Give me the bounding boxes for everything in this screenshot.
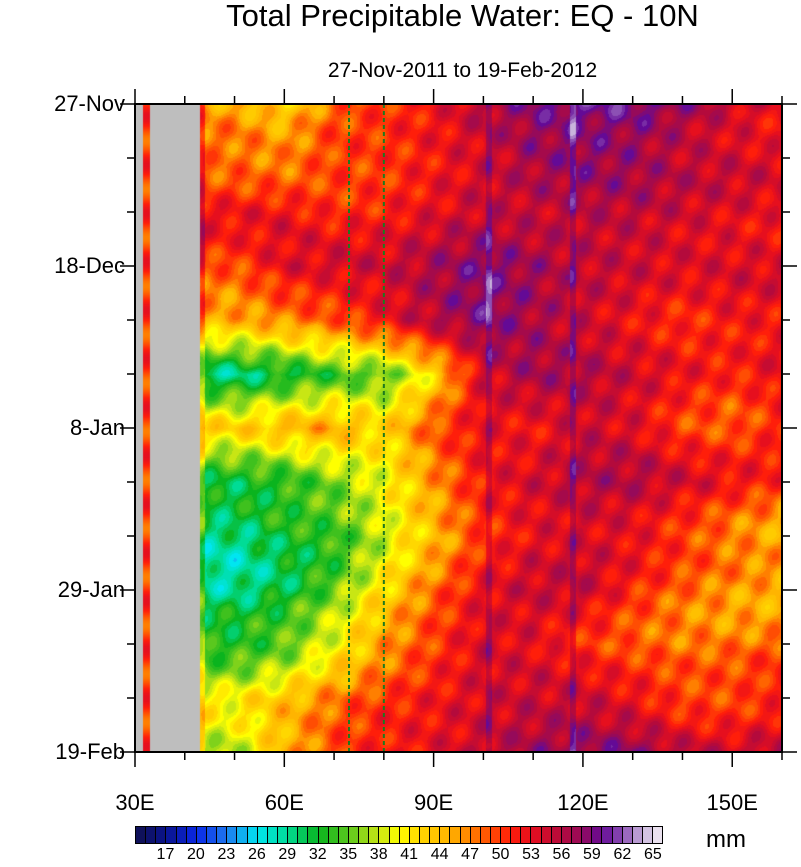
colorbar-box xyxy=(176,827,187,843)
colorbar-box xyxy=(582,827,593,843)
units-label: mm xyxy=(706,826,746,853)
colorbar-box xyxy=(622,827,633,843)
colorbar-label: 29 xyxy=(278,846,297,863)
colorbar-box xyxy=(196,827,207,843)
colorbar-box xyxy=(399,827,410,843)
colorbar-box xyxy=(490,827,502,843)
colorbar-label: 41 xyxy=(400,846,419,863)
colorbar-box xyxy=(521,827,532,843)
colorbar-box xyxy=(257,827,268,843)
colorbar-box xyxy=(612,827,623,843)
colorbar-box xyxy=(430,827,441,843)
colorbar-box xyxy=(511,827,522,843)
colorbar-box xyxy=(206,827,218,843)
colorbar-box xyxy=(450,827,461,843)
colorbar-box xyxy=(480,827,491,843)
colorbar-label: 47 xyxy=(461,846,479,863)
colorbar-label: 17 xyxy=(156,846,175,863)
colorbar-box xyxy=(288,827,299,843)
colorbar xyxy=(135,826,663,844)
colorbar-box xyxy=(136,827,147,843)
colorbar-box xyxy=(409,827,420,843)
colorbar-box xyxy=(602,827,613,843)
colorbar-box xyxy=(440,827,451,843)
y-tick-label: 19-Feb xyxy=(55,739,125,764)
colorbar-box xyxy=(348,827,360,843)
colorbar-box xyxy=(328,827,339,843)
x-tick-label: 30E xyxy=(115,790,155,815)
x-tick-label: 150E xyxy=(706,790,758,815)
colorbar-box xyxy=(561,827,573,843)
colorbar-label: 35 xyxy=(339,846,358,863)
colorbar-box xyxy=(653,827,663,843)
heatmap-field xyxy=(135,104,782,752)
colorbar-box xyxy=(186,827,197,843)
colorbar-label: 59 xyxy=(583,846,601,863)
colorbar-box xyxy=(572,827,583,843)
colorbar-box xyxy=(338,827,349,843)
colorbar-box xyxy=(277,827,289,843)
colorbar-box xyxy=(267,827,278,843)
colorbar-label: 32 xyxy=(308,846,327,863)
colorbar-label: 50 xyxy=(491,846,510,863)
colorbar-box xyxy=(379,827,390,843)
colorbar-label: 20 xyxy=(187,846,205,863)
colorbar-label: 26 xyxy=(247,846,266,863)
colorbar-box xyxy=(470,827,481,843)
colorbar-label: 56 xyxy=(552,846,571,863)
colorbar-box xyxy=(389,827,400,843)
colorbar-label: 65 xyxy=(643,846,662,863)
y-tick-label: 18-Dec xyxy=(54,253,125,278)
colorbar-box xyxy=(237,827,248,843)
colorbar-box xyxy=(298,827,309,843)
colorbar-box xyxy=(531,827,542,843)
chart-title: Total Precipitable Water: EQ - 10N xyxy=(226,0,699,33)
colorbar-box xyxy=(359,827,370,843)
colorbar-box xyxy=(460,827,471,843)
y-tick-label: 29-Jan xyxy=(57,577,125,602)
colorbar-box xyxy=(247,827,258,843)
y-tick-label: 8-Jan xyxy=(69,415,125,440)
colorbar-label: 53 xyxy=(522,846,540,863)
colorbar-label: 38 xyxy=(369,846,388,863)
colorbar-box xyxy=(146,827,157,843)
x-tick-label: 90E xyxy=(414,790,454,815)
colorbar-box xyxy=(369,827,380,843)
colorbar-box xyxy=(156,827,167,843)
y-tick-label: 27-Nov xyxy=(54,91,125,116)
colorbar-box xyxy=(166,827,177,843)
colorbar-box xyxy=(217,827,228,843)
colorbar-box xyxy=(592,827,603,843)
colorbar-box xyxy=(308,827,319,843)
colorbar-label: 62 xyxy=(613,846,632,863)
plot-area xyxy=(135,104,782,752)
colorbar-box xyxy=(227,827,238,843)
colorbar-box xyxy=(632,827,644,843)
chart-subtitle: 27-Nov-2011 to 19-Feb-2012 xyxy=(327,59,598,82)
plot-border xyxy=(134,103,783,753)
x-tick-label: 60E xyxy=(264,790,304,815)
colorbar-box xyxy=(643,827,654,843)
x-tick-label: 120E xyxy=(557,790,609,815)
colorbar-box xyxy=(541,827,552,843)
colorbar-label: 44 xyxy=(430,846,449,863)
colorbar-label: 23 xyxy=(217,846,236,863)
colorbar-box xyxy=(501,827,512,843)
colorbar-box xyxy=(419,827,431,843)
colorbar-box xyxy=(551,827,562,843)
colorbar-box xyxy=(318,827,329,843)
